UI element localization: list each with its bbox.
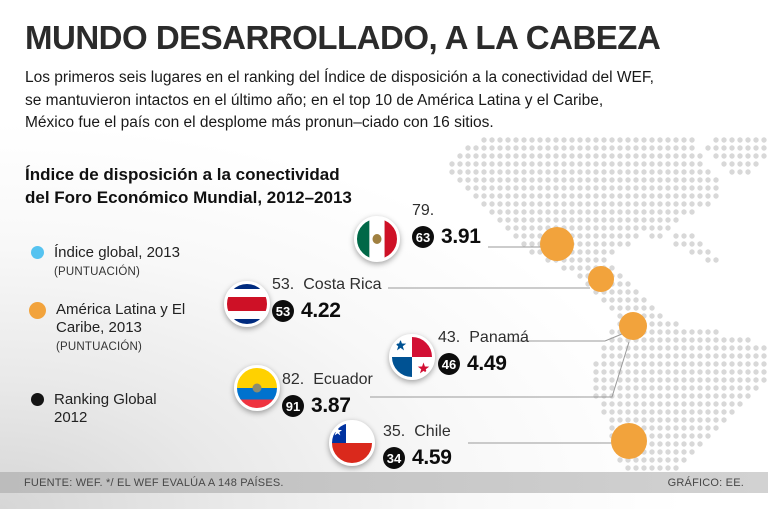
country-name: Costa Rica [303, 276, 382, 293]
rank-2013: 53. [272, 276, 295, 293]
footer-bar: FUENTE: WEF. */ EL WEF EVALÚA A 148 PAÍS… [0, 472, 768, 493]
legend-item-ranking-2012: Ranking Global 2012 [31, 391, 186, 427]
score-2013: 4.22 [301, 299, 341, 322]
ecuador-flag-icon [234, 365, 280, 416]
country-entry-mexico: 79. 63 3.91 [354, 202, 481, 262]
blue-dot-icon [31, 246, 44, 259]
legend-label: Índice global, 2013 [54, 244, 180, 261]
legend-item-latam: América Latina y El Caribe, 2013 (PUNTUA… [29, 301, 188, 356]
chart-title-line-2: del Foro Económico Mundial, 2012–2013 [25, 188, 352, 207]
orange-dot-icon [29, 302, 46, 319]
legend-label: Ranking Global 2012 [54, 391, 157, 426]
country-entry-chile: 35. Chile 34 4.59 [329, 420, 452, 471]
country-entry-ecuador: 82. Ecuador 91 3.87 [234, 365, 373, 418]
rank-2013: 79. [412, 202, 435, 219]
intro-line-3: México fue el país con el desplome más p… [25, 114, 494, 131]
mexico-flag-icon [354, 216, 400, 267]
score-2013: 3.91 [441, 225, 481, 248]
score-2013: 4.59 [412, 446, 452, 469]
chart-title-line-1: Índice de disposición a la conectividad [25, 165, 340, 184]
legend-sublabel: (PUNTUACIÓN) [54, 266, 141, 278]
chart-title: Índice de disposición a la conectividad … [25, 163, 352, 209]
chile-flag-icon [329, 420, 375, 471]
costa-rica-flag-icon [224, 281, 270, 332]
legend-item-global-index: Índice global, 2013 (PUNTUACIÓN) [31, 244, 180, 281]
source-note: FUENTE: WEF. */ EL WEF EVALÚA A 148 PAÍS… [24, 476, 284, 489]
legend-label: América Latina y El Caribe, 2013 [56, 301, 186, 336]
score-2013: 3.87 [311, 394, 351, 417]
americas-dot-map [449, 137, 767, 471]
intro-text: Los primeros seis lugares en el ranking … [25, 67, 654, 135]
country-name: Ecuador [313, 371, 373, 388]
rank-2012-badge: 91 [282, 395, 304, 417]
page-title: MUNDO DESARROLLADO, A LA CABEZA [25, 19, 661, 56]
country-name: Panamá [469, 329, 529, 346]
rank-2012-badge: 63 [412, 226, 434, 248]
intro-line-1: Los primeros seis lugares en el ranking … [25, 69, 654, 86]
rank-2013: 82. [282, 371, 305, 388]
rank-2012-badge: 46 [438, 353, 460, 375]
panama-flag-icon [389, 334, 435, 385]
rank-2012-badge: 53 [272, 300, 294, 322]
country-entry-costa-rica: 53. Costa Rica 53 4.22 [224, 276, 382, 327]
rank-2013: 43. [438, 329, 461, 346]
rank-2013: 35. [383, 423, 406, 440]
score-2013: 4.49 [467, 352, 507, 375]
intro-line-2: se mantuvieron intactos en el último año… [25, 91, 604, 109]
rank-2012-badge: 34 [383, 447, 405, 469]
country-name: Chile [414, 423, 451, 440]
black-dot-icon [31, 393, 44, 406]
legend-sublabel: (PUNTUACIÓN) [56, 341, 143, 353]
credit-note: GRÁFICO: EE. [667, 476, 744, 489]
country-entry-panama: 43. Panamá 46 4.49 [389, 329, 529, 380]
